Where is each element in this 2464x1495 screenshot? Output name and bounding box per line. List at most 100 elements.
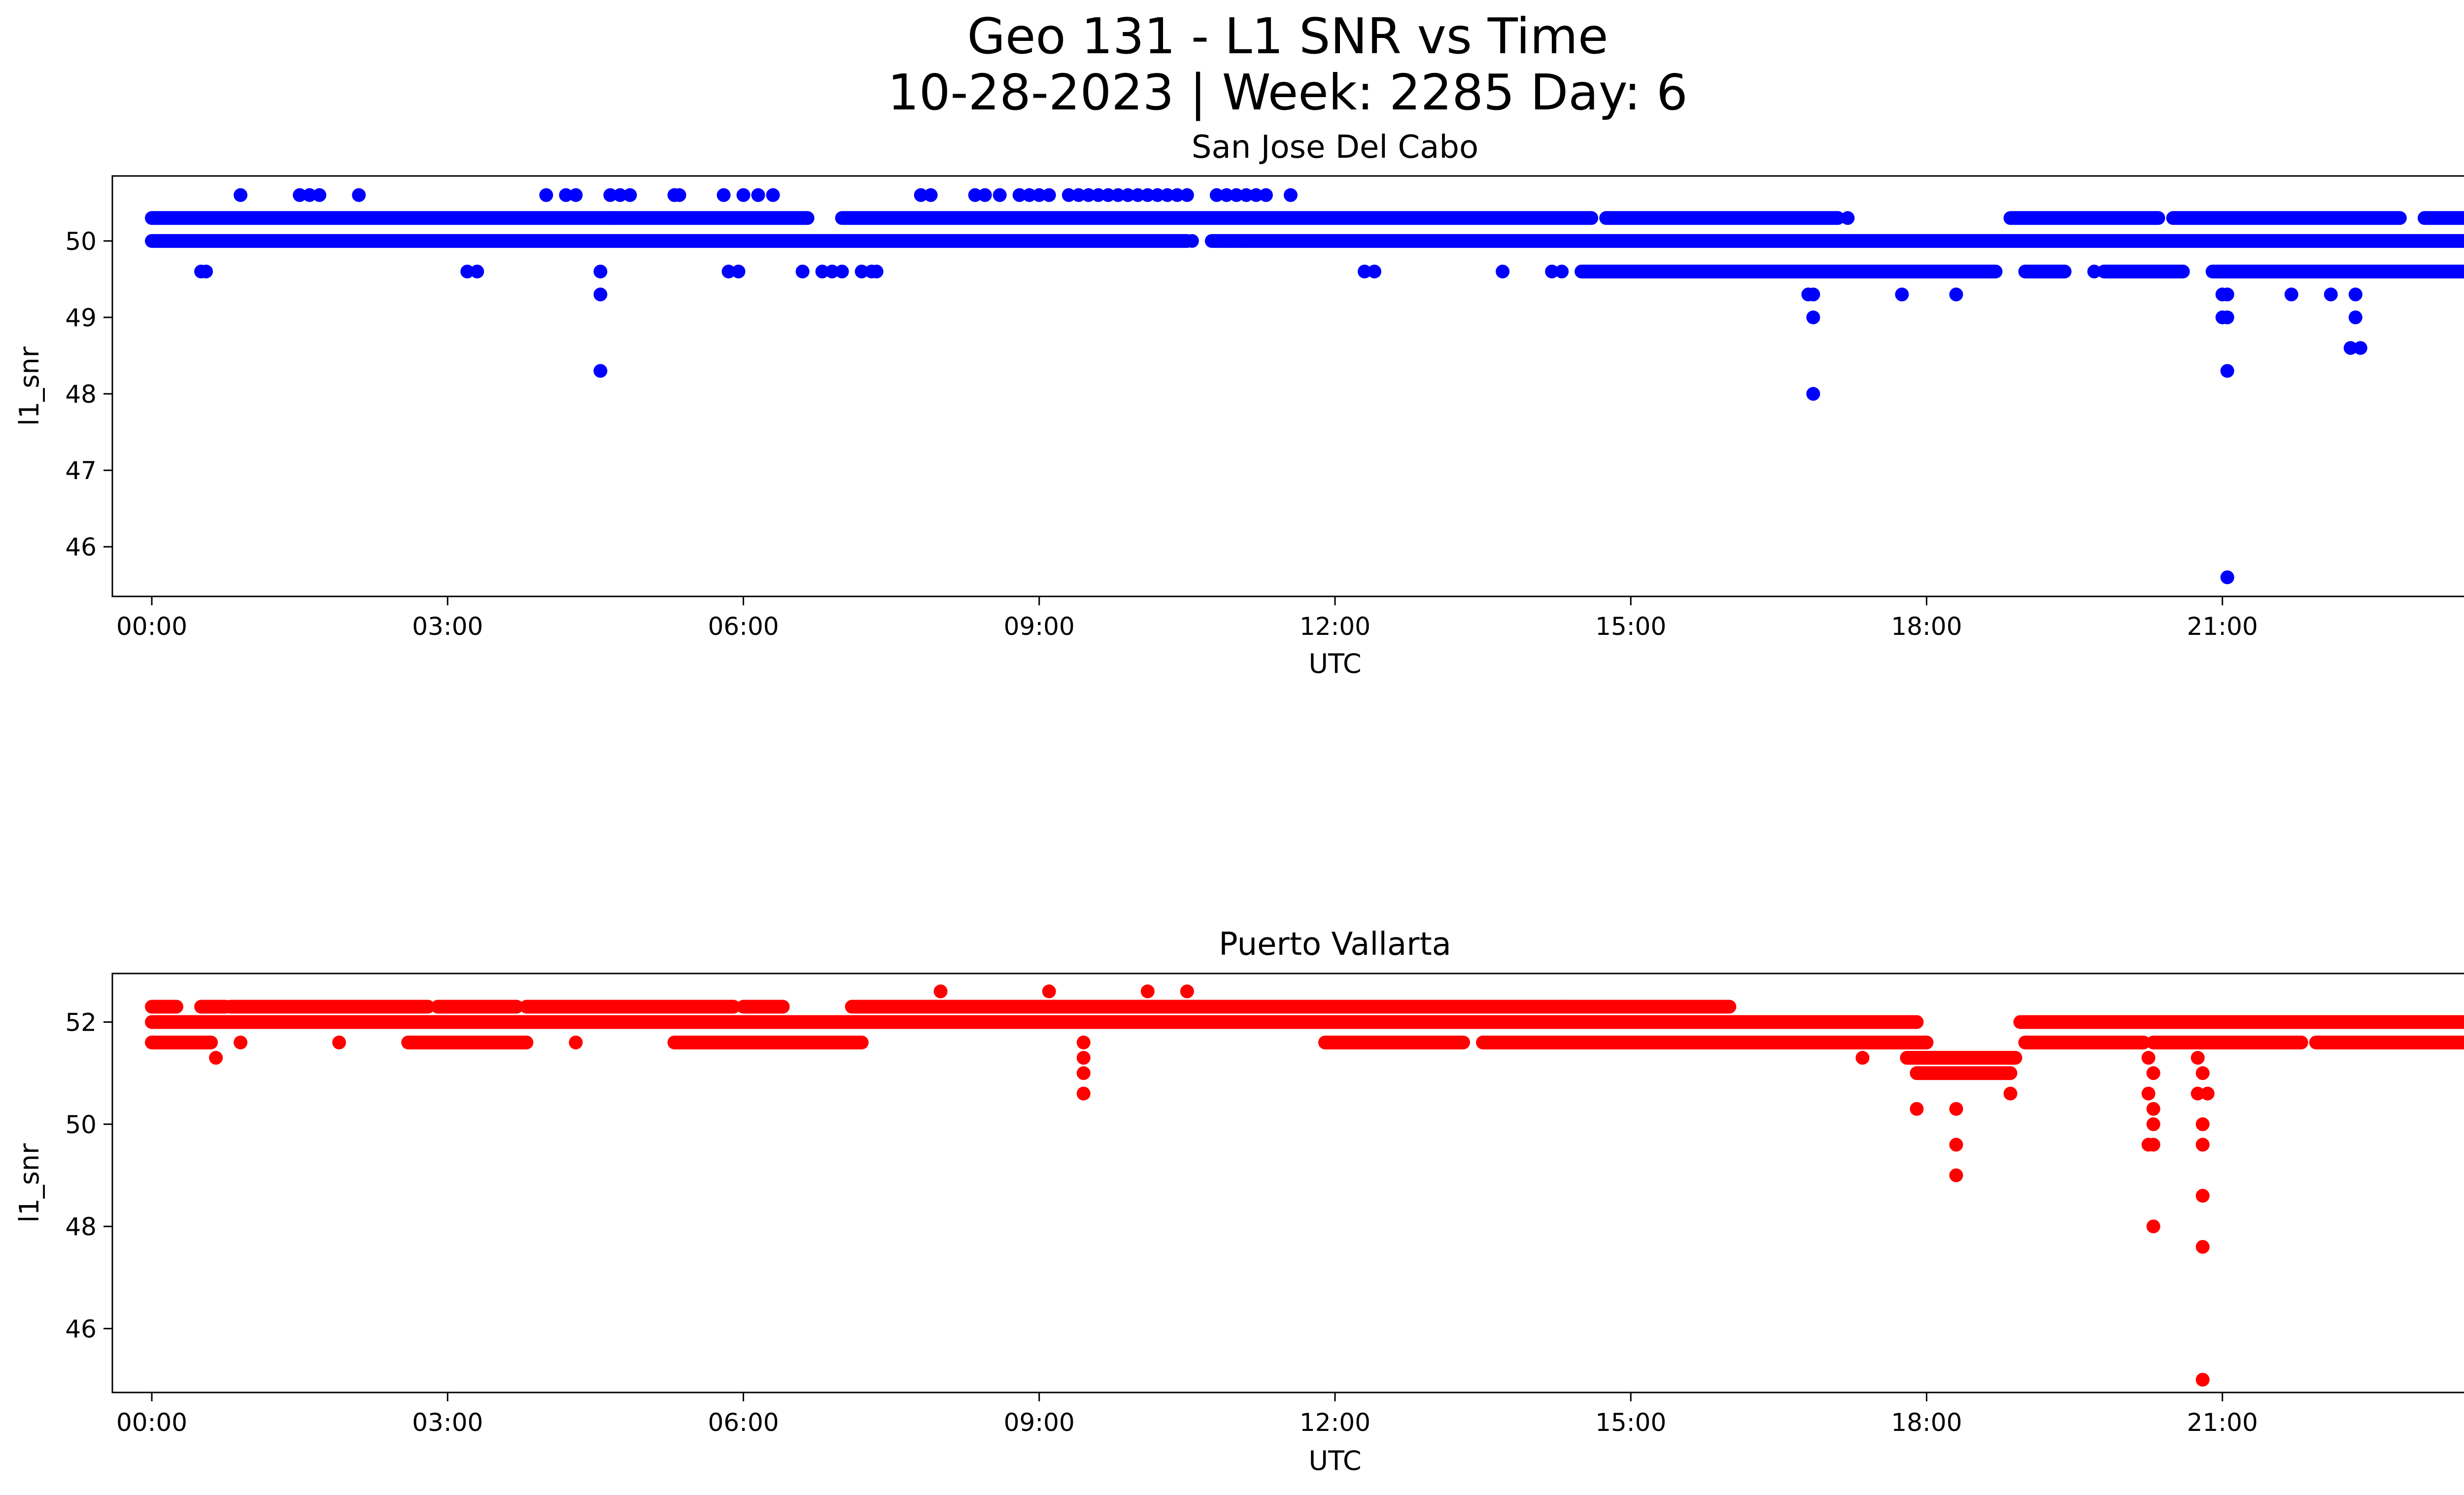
data-point <box>751 188 765 202</box>
x-tick-label: 21:00 <box>2187 1408 2258 1437</box>
x-tick-label: 00:00 <box>116 612 187 641</box>
data-point <box>1368 264 1382 278</box>
data-band <box>2417 211 2464 225</box>
data-point <box>234 1035 248 1049</box>
data-point <box>2353 341 2367 355</box>
data-point <box>1949 287 1963 302</box>
data-point <box>1949 1138 1963 1152</box>
data-point <box>1249 188 1263 202</box>
data-point <box>1949 1102 1963 1116</box>
data-point <box>978 188 992 202</box>
data-point <box>1259 188 1273 202</box>
data-band <box>1599 211 1845 225</box>
data-point <box>1012 188 1027 202</box>
data-point <box>1180 188 1194 202</box>
data-point <box>1239 188 1253 202</box>
data-point <box>1091 188 1105 202</box>
data-point <box>2195 1373 2210 1387</box>
y-tick-label: 47 <box>65 456 97 485</box>
y-tick-label: 46 <box>65 1315 97 1343</box>
data-point <box>2190 1051 2205 1065</box>
data-point <box>352 188 366 202</box>
data-band <box>145 1000 184 1014</box>
data-point <box>1555 264 1569 278</box>
data-point <box>1209 188 1224 202</box>
data-point <box>1160 188 1174 202</box>
data-band <box>194 1000 233 1014</box>
data-point <box>569 188 583 202</box>
data-point <box>2195 1066 2210 1080</box>
data-point <box>1101 188 1115 202</box>
data-point <box>2087 264 2101 278</box>
data-point <box>234 188 248 202</box>
data-point <box>2195 1138 2210 1152</box>
data-point <box>1229 188 1243 202</box>
data-point <box>825 264 839 278</box>
data-point <box>992 188 1007 202</box>
data-point <box>672 188 686 202</box>
data-point <box>1358 264 1372 278</box>
data-band <box>2018 264 2072 278</box>
data-point <box>717 188 731 202</box>
data-point <box>2003 1086 2018 1101</box>
data-band <box>2003 211 2165 225</box>
data-point <box>539 188 553 202</box>
x-axis-label: UTC <box>1308 1445 1361 1476</box>
y-tick-label: 46 <box>65 533 97 561</box>
data-band <box>2013 1015 2464 1029</box>
data-layer <box>145 188 2464 585</box>
data-band <box>145 1015 1924 1029</box>
x-tick-label: 15:00 <box>1595 1408 1666 1437</box>
y-axis-label: l1_snr <box>14 346 45 426</box>
figure-title-line1: Geo 131 - L1 SNR vs Time <box>967 7 1608 65</box>
x-tick-label: 09:00 <box>1004 1408 1075 1437</box>
data-point <box>303 188 317 202</box>
data-point <box>559 188 573 202</box>
data-point <box>835 264 849 278</box>
data-point <box>1841 211 1855 225</box>
data-point <box>1219 188 1233 202</box>
data-band <box>667 1035 869 1049</box>
data-point <box>1076 1051 1091 1065</box>
data-point <box>1949 1168 1963 1182</box>
panel-san-jose-del-cabo: San Jose Del Cabo 00:00 03:00 06:00 09:00 12:… <box>14 129 2464 679</box>
data-point <box>2195 1240 2210 1254</box>
data-point <box>2220 287 2234 302</box>
data-point <box>199 264 213 278</box>
data-point <box>1234 234 1248 248</box>
data-point <box>736 188 751 202</box>
data-point <box>1283 188 1298 202</box>
data-point <box>1061 188 1076 202</box>
x-tick-label: 12:00 <box>1300 612 1370 641</box>
y-tick-label: 52 <box>65 1008 97 1037</box>
data-band <box>1555 1000 1737 1014</box>
data-point <box>2146 1066 2160 1080</box>
data-band <box>1900 1051 2022 1065</box>
data-point <box>2343 341 2358 355</box>
data-point <box>968 188 982 202</box>
x-tick-label: 12:00 <box>1300 1408 1370 1437</box>
data-point <box>914 188 928 202</box>
data-point <box>2348 287 2362 302</box>
data-point <box>623 188 637 202</box>
panel-puerto-vallarta: Puerto Vallarta 00:00 03:00 06:00 09:00 12:00… <box>14 926 2464 1476</box>
x-tick-label: 15:00 <box>1595 612 1666 641</box>
data-band <box>431 1000 524 1014</box>
data-band <box>401 1035 534 1049</box>
figure-title-line2: 10-28-2023 | Week: 2285 Day: 6 <box>888 64 1687 121</box>
data-point <box>1130 188 1145 202</box>
data-point <box>1224 234 1238 248</box>
x-tick-label: 03:00 <box>412 612 483 641</box>
data-point <box>332 1035 346 1049</box>
y-tick-label: 49 <box>65 304 97 332</box>
data-point <box>2195 1117 2210 1131</box>
data-point <box>312 188 327 202</box>
x-tick-label: 09:00 <box>1004 612 1075 641</box>
y-tick-label: 50 <box>65 227 97 256</box>
data-band <box>1910 1066 2018 1080</box>
data-band <box>2309 1035 2464 1049</box>
data-band <box>2205 264 2464 278</box>
data-band <box>736 1000 790 1014</box>
data-point <box>1032 188 1046 202</box>
